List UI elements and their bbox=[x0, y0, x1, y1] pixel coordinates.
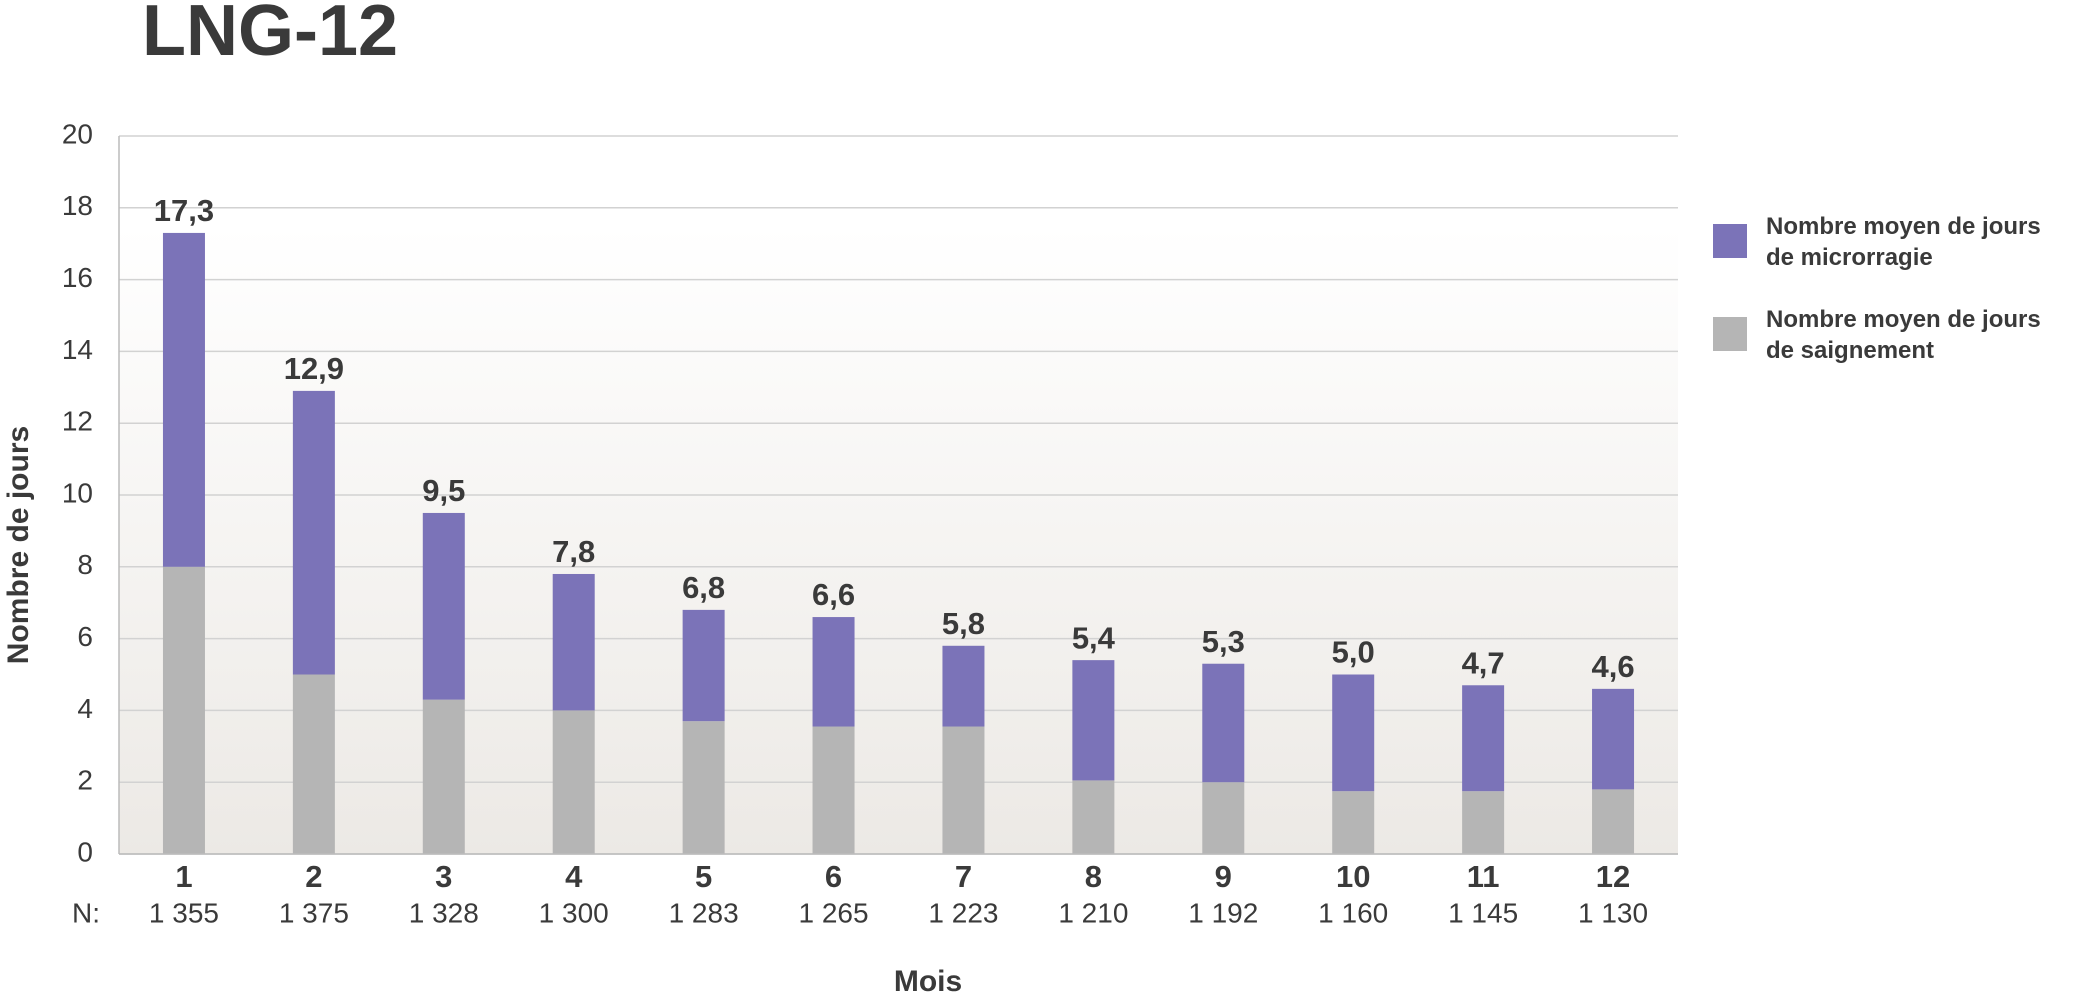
bar-segment bbox=[682, 721, 725, 854]
bar-segment bbox=[1332, 674, 1375, 792]
x-tick-label: 2 bbox=[305, 859, 322, 894]
bar-segment bbox=[422, 512, 465, 700]
total-label: 5,3 bbox=[1202, 624, 1245, 659]
x-axis-title: Mois bbox=[894, 965, 962, 998]
bar-segment bbox=[942, 645, 985, 727]
bar-segment bbox=[1462, 685, 1505, 792]
legend-swatch bbox=[1713, 224, 1747, 258]
x-tick-label: 7 bbox=[955, 859, 972, 894]
total-label: 5,8 bbox=[942, 606, 985, 641]
plot-background bbox=[119, 226, 1678, 854]
total-label: 5,4 bbox=[1072, 620, 1116, 655]
bar-segment bbox=[942, 726, 985, 854]
bar-segment bbox=[552, 573, 595, 711]
n-label: 1 300 bbox=[539, 897, 609, 928]
bar-segment bbox=[1072, 780, 1115, 854]
n-label: 1 130 bbox=[1578, 897, 1648, 928]
legend-swatch bbox=[1713, 317, 1747, 351]
bar-segment bbox=[1332, 791, 1375, 854]
bar-segment bbox=[812, 617, 855, 727]
total-label: 4,7 bbox=[1462, 645, 1505, 680]
n-label: 1 192 bbox=[1188, 897, 1258, 928]
n-label: 1 210 bbox=[1058, 897, 1128, 928]
bar-segment bbox=[1202, 663, 1245, 783]
bar-segment bbox=[812, 726, 855, 854]
bar-segment bbox=[552, 710, 595, 854]
total-label: 6,8 bbox=[682, 570, 725, 605]
n-prefix: N: bbox=[72, 897, 100, 928]
y-tick-label: 4 bbox=[77, 693, 93, 724]
n-label: 1 160 bbox=[1318, 897, 1388, 928]
n-label: 1 328 bbox=[409, 897, 479, 928]
bar-segment bbox=[1202, 782, 1245, 854]
bar-segment bbox=[1592, 789, 1635, 854]
total-label: 5,0 bbox=[1332, 635, 1375, 670]
bar-segment bbox=[1592, 688, 1635, 790]
bar-segment bbox=[292, 674, 335, 854]
y-tick-label: 0 bbox=[77, 836, 93, 867]
chart-title: LNG-12 bbox=[142, 0, 398, 71]
y-tick-label: 18 bbox=[62, 190, 93, 221]
x-tick-label: 10 bbox=[1336, 859, 1370, 894]
total-label: 9,5 bbox=[422, 473, 465, 508]
x-tick-label: 4 bbox=[565, 859, 583, 894]
y-tick-label: 14 bbox=[62, 334, 93, 365]
bar-segment bbox=[162, 566, 205, 854]
x-tick-label: 8 bbox=[1085, 859, 1102, 894]
n-label: 1 145 bbox=[1448, 897, 1518, 928]
y-tick-label: 8 bbox=[77, 549, 93, 580]
y-tick-label: 20 bbox=[62, 118, 93, 149]
n-label: 1 375 bbox=[279, 897, 349, 928]
bar-segment bbox=[162, 232, 205, 567]
y-tick-label: 16 bbox=[62, 262, 93, 293]
legend-label: Nombre moyen de jours de saignement bbox=[1766, 306, 2041, 364]
y-axis-title: Nombre de jours bbox=[2, 426, 35, 664]
n-label: 1 355 bbox=[149, 897, 219, 928]
total-label: 7,8 bbox=[552, 534, 595, 569]
bar-segment bbox=[1462, 791, 1505, 854]
x-tick-label: 6 bbox=[825, 859, 842, 894]
bar-segment bbox=[1072, 660, 1115, 781]
x-tick-label: 1 bbox=[175, 859, 192, 894]
n-label: 1 265 bbox=[799, 897, 869, 928]
total-label: 4,6 bbox=[1591, 649, 1634, 684]
x-tick-label: 5 bbox=[695, 859, 712, 894]
y-tick-label: 10 bbox=[62, 477, 93, 508]
legend-label: Nombre moyen de jours de microrragie bbox=[1766, 213, 2041, 271]
n-label: 1 223 bbox=[928, 897, 998, 928]
y-tick-label: 12 bbox=[62, 406, 93, 437]
x-tick-label: 11 bbox=[1467, 859, 1500, 894]
bar-segment bbox=[422, 699, 465, 854]
total-label: 17,3 bbox=[154, 193, 214, 228]
bar-segment bbox=[682, 609, 725, 722]
x-tick-label: 3 bbox=[435, 859, 452, 894]
x-tick-label: 9 bbox=[1215, 859, 1232, 894]
y-tick-label: 2 bbox=[77, 765, 93, 796]
total-label: 6,6 bbox=[812, 577, 855, 612]
y-tick-label: 6 bbox=[77, 621, 93, 652]
n-label: 1 283 bbox=[669, 897, 739, 928]
x-tick-label: 12 bbox=[1596, 859, 1630, 894]
total-label: 12,9 bbox=[284, 351, 344, 386]
bar-segment bbox=[292, 390, 335, 675]
